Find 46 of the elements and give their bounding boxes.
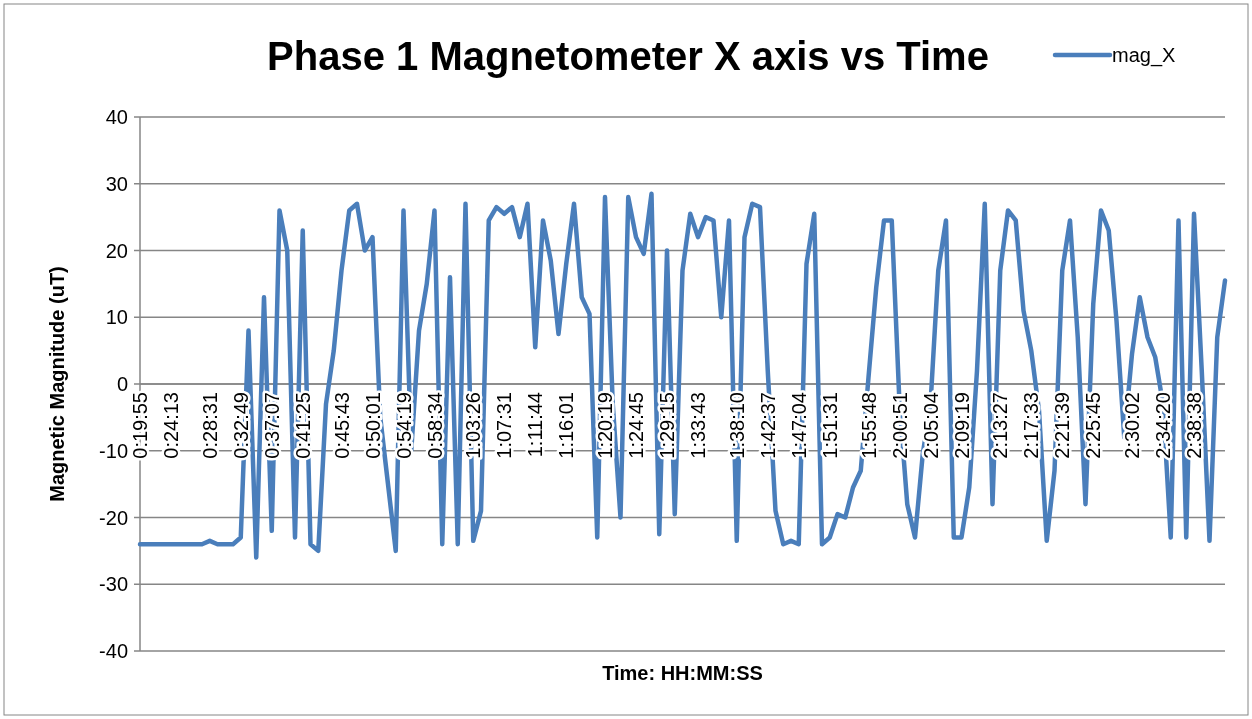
y-tick-label: -20 — [99, 506, 128, 529]
x-tick-label: 2:34:20 — [1152, 392, 1174, 459]
x-tick-label: 2:38:38 — [1183, 392, 1205, 459]
chart-title: Phase 1 Magnetometer X axis vs Time — [267, 34, 989, 78]
x-axis-title: Time: HH:MM:SS — [602, 662, 763, 684]
legend-label: mag_X — [1112, 44, 1176, 67]
x-tick-label: 0:32:49 — [229, 392, 252, 459]
x-tick-label: 0:45:43 — [330, 392, 353, 459]
x-tick-label: 2:00:51 — [888, 392, 911, 459]
x-tick-label: 1:55:48 — [857, 392, 880, 459]
x-tick-label: 0:54:19 — [392, 392, 415, 459]
x-tick-label: 1:47:04 — [787, 392, 810, 459]
x-tick-label: 2:05:04 — [919, 392, 942, 459]
x-tick-label: 0:41:25 — [291, 392, 314, 459]
x-tick-label: 0:24:13 — [160, 392, 182, 459]
x-tick-label: 0:58:34 — [423, 392, 446, 459]
x-tick-label: 1:11:44 — [524, 392, 547, 458]
x-tick-label: 2:21:39 — [1051, 392, 1074, 459]
x-tick-label: 1:20:19 — [594, 392, 616, 459]
x-tick-label: 2:13:27 — [989, 392, 1012, 459]
x-tick-label: 1:29:15 — [656, 392, 678, 459]
x-tick-label: 1:03:26 — [462, 392, 485, 459]
y-tick-label: 40 — [105, 106, 128, 128]
x-tick-label: 0:37:07 — [260, 392, 283, 459]
y-tick-label: 10 — [105, 306, 128, 329]
y-tick-label: 20 — [105, 239, 128, 262]
x-tick-label: 2:17:33 — [1020, 392, 1043, 459]
x-tick-label: 0:50:01 — [361, 392, 384, 459]
x-tick-label: 1:07:31 — [493, 392, 516, 459]
x-tick-label: 0:19:55 — [129, 392, 151, 459]
x-tick-label: 2:30:02 — [1121, 392, 1143, 459]
y-tick-label: 30 — [105, 172, 128, 195]
y-tick-label: 0 — [116, 373, 128, 395]
x-tick-label: 1:33:43 — [687, 392, 709, 459]
x-tick-label: 2:09:19 — [950, 392, 973, 459]
x-tick-label: 1:24:45 — [625, 392, 647, 459]
x-tick-label: 1:16:01 — [555, 392, 578, 459]
x-tick-label: 2:25:45 — [1082, 392, 1105, 459]
x-tick-label: 1:42:37 — [756, 392, 779, 459]
x-tick-label: 0:28:31 — [198, 392, 221, 459]
y-axis-title: Magnetic Magnitude (uT) — [46, 266, 68, 502]
y-tick-label: -10 — [99, 439, 128, 462]
x-tick-label: 1:51:31 — [818, 392, 841, 459]
y-tick-label: -30 — [99, 573, 128, 596]
y-tick-label: -40 — [99, 640, 128, 662]
x-tick-label: 1:38:10 — [725, 392, 748, 459]
